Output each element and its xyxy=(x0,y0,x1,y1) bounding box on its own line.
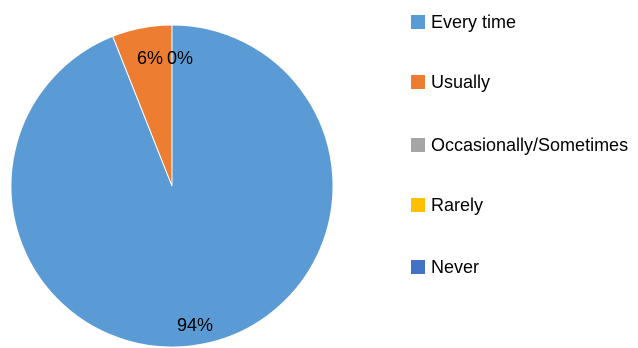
legend-swatch-every-time xyxy=(411,15,425,29)
legend-label-usually: Usually xyxy=(431,72,491,92)
data-label-occasionally: 0% xyxy=(167,48,193,68)
legend-label-never: Never xyxy=(431,257,480,277)
chart-legend: Every time Usually Occasionally/Sometime… xyxy=(411,0,638,348)
data-label-every-time: 94% xyxy=(177,315,213,335)
pie-data-labels: 94% 6% 0% xyxy=(137,48,213,335)
legend-label-occasionally: Occasionally/Sometimes xyxy=(431,135,629,155)
legend-label-every-time: Every time xyxy=(431,12,517,32)
legend-label-rarely: Rarely xyxy=(431,195,484,215)
legend-swatch-rarely xyxy=(411,198,425,212)
legend-swatch-usually xyxy=(411,75,425,89)
pie-slices xyxy=(10,24,334,348)
legend-swatch-occasionally xyxy=(411,138,425,152)
pie-slice-usually xyxy=(112,24,173,187)
legend-swatch-never xyxy=(411,260,425,274)
data-label-usually: 6% xyxy=(137,48,163,68)
